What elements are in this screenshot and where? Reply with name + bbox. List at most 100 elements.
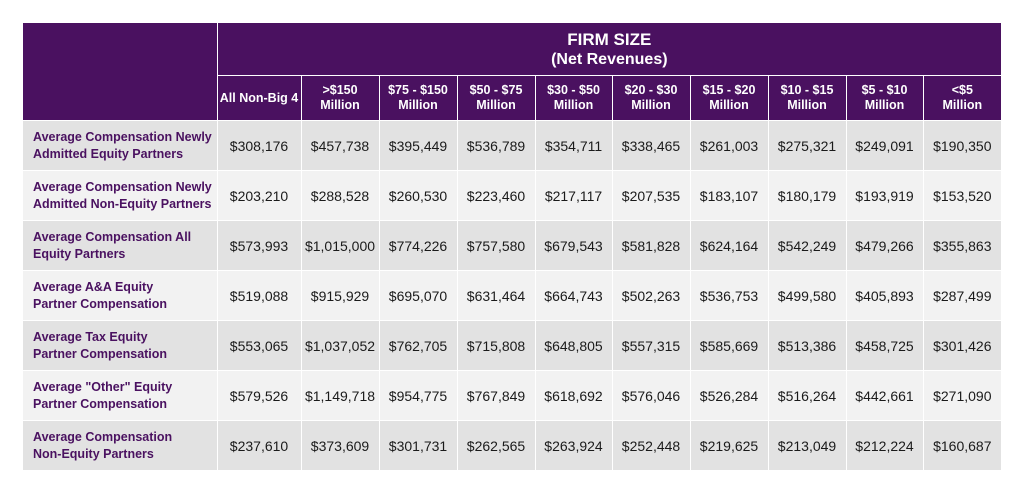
- row-label: Average Compensation Non-Equity Partners: [23, 420, 218, 470]
- column-header-line2: Million: [553, 98, 594, 112]
- column-header-line2: Million: [476, 98, 516, 112]
- value-cell: $190,350: [922, 120, 1002, 171]
- value-cell: $1,037,052: [300, 320, 379, 371]
- column-header-line2: Million: [398, 98, 438, 112]
- row-label: Average Compensation All Equity Partners: [23, 220, 218, 271]
- table-body: Average Compensation Newly Admitted Equit…: [23, 120, 1002, 470]
- column-header-line1: $20 - $30: [624, 83, 678, 97]
- value-cell: $553,065: [216, 320, 301, 371]
- value-cell: $263,924: [534, 420, 612, 470]
- value-cell: $180,179: [767, 170, 846, 221]
- value-cell: $183,107: [689, 170, 768, 221]
- row-label-line2: Admitted Equity Partners: [33, 146, 184, 161]
- value-cell: $499,580: [767, 270, 846, 321]
- column-header-line2: Million: [864, 98, 905, 112]
- value-cell: $153,520: [922, 170, 1002, 221]
- column-header: $10 - $15 Million: [767, 75, 846, 121]
- table-corner-cell: [23, 23, 218, 121]
- row-label: Average Compensation Newly Admitted Non-E…: [23, 170, 218, 221]
- value-cell: $262,565: [456, 420, 535, 470]
- column-header-line2: Million: [787, 98, 827, 112]
- column-header: $50 - $75 Million: [456, 75, 535, 121]
- value-cell: $338,465: [611, 120, 690, 171]
- value-cell: $774,226: [378, 220, 457, 271]
- value-cell: $631,464: [456, 270, 535, 321]
- value-cell: $1,015,000: [300, 220, 379, 271]
- row-label-line1: Average Compensation Newly: [33, 129, 212, 144]
- value-cell: $213,049: [767, 420, 846, 470]
- row-label: Average Tax Equity Partner Compensation: [23, 320, 218, 371]
- column-header: $30 - $50 Million: [534, 75, 612, 121]
- value-cell: $536,789: [456, 120, 535, 171]
- column-header-line2: Million: [942, 98, 983, 112]
- column-header: <$5 Million: [922, 75, 1002, 121]
- column-header-line1: All Non-Big 4: [219, 90, 299, 105]
- row-label: Average "Other" Equity Partner Compensati…: [23, 370, 218, 421]
- value-cell: $757,580: [456, 220, 535, 271]
- table-row: Average Compensation Newly Admitted Equit…: [23, 120, 1002, 171]
- value-cell: $679,543: [534, 220, 612, 271]
- value-cell: $354,711: [534, 120, 612, 171]
- value-cell: $762,705: [378, 320, 457, 371]
- column-header-line1: $75 - $150: [388, 83, 448, 97]
- value-cell: $915,929: [300, 270, 379, 321]
- value-cell: $249,091: [845, 120, 923, 171]
- value-cell: $193,919: [845, 170, 923, 221]
- value-cell: $275,321: [767, 120, 846, 171]
- value-cell: $207,535: [611, 170, 690, 221]
- row-label-line2: Partner Compensation: [33, 346, 168, 361]
- column-header-line1: $15 - $20: [702, 83, 756, 97]
- value-cell: $519,088: [216, 270, 301, 321]
- value-cell: $557,315: [611, 320, 690, 371]
- value-cell: $287,499: [922, 270, 1002, 321]
- value-cell: $458,725: [845, 320, 923, 371]
- value-cell: $237,610: [216, 420, 301, 470]
- value-cell: $260,530: [378, 170, 457, 221]
- column-header-line1: $50 - $75: [469, 83, 523, 97]
- row-label-line1: Average "Other" Equity: [33, 379, 173, 394]
- value-cell: $954,775: [378, 370, 457, 421]
- column-header: All Non-Big 4: [217, 75, 301, 121]
- chart-subtitle: (Net Revenues): [551, 50, 668, 68]
- value-cell: $355,863: [922, 220, 1002, 271]
- value-cell: $442,661: [845, 370, 923, 421]
- value-cell: $252,448: [611, 420, 690, 470]
- value-cell: $695,070: [378, 270, 457, 321]
- firm-size-table-container: FIRM SIZE (Net Revenues) All Non-Big 4 >$…: [23, 23, 1002, 470]
- column-header-line1: <$5: [951, 83, 973, 97]
- value-cell: $160,687: [922, 420, 1002, 470]
- table-row: Average Compensation All Equity Partners $…: [23, 220, 1002, 271]
- value-cell: $767,849: [456, 370, 535, 421]
- row-label-line2: Partner Compensation: [33, 396, 168, 411]
- value-cell: $203,210: [216, 170, 301, 221]
- row-label-line2: Equity Partners: [33, 246, 126, 261]
- value-cell: $301,426: [922, 320, 1002, 371]
- value-cell: $664,743: [534, 270, 612, 321]
- column-header: $75 - $150 Million: [378, 75, 457, 121]
- value-cell: $212,224: [845, 420, 923, 470]
- row-label-line1: Average A&A Equity: [33, 279, 154, 294]
- value-cell: $573,993: [216, 220, 301, 271]
- value-cell: $301,731: [378, 420, 457, 470]
- value-cell: $219,625: [689, 420, 768, 470]
- value-cell: $579,526: [216, 370, 301, 421]
- column-header-line1: >$150: [322, 83, 358, 97]
- chart-title: FIRM SIZE: [567, 29, 652, 49]
- row-label-line1: Average Compensation Newly: [33, 179, 212, 194]
- row-label-line2: Non-Equity Partners: [33, 446, 154, 461]
- table-row: Average "Other" Equity Partner Compensati…: [23, 370, 1002, 421]
- table-row: Average Tax Equity Partner Compensation $5…: [23, 320, 1002, 371]
- compensation-table: FIRM SIZE (Net Revenues) All Non-Big 4 >$…: [23, 23, 1002, 470]
- column-header-line1: $5 - $10: [861, 83, 908, 97]
- row-label-line1: Average Compensation All: [33, 229, 192, 244]
- value-cell: $457,738: [300, 120, 379, 171]
- table-row: Average A&A Equity Partner Compensation $5…: [23, 270, 1002, 321]
- column-header-line2: Million: [631, 98, 671, 112]
- value-cell: $308,176: [216, 120, 301, 171]
- value-cell: $1,149,718: [300, 370, 379, 421]
- value-cell: $479,266: [845, 220, 923, 271]
- firm-size-banner: FIRM SIZE (Net Revenues): [217, 23, 1002, 76]
- row-label-line1: Average Compensation: [33, 429, 173, 444]
- value-cell: $373,609: [300, 420, 379, 470]
- column-header-row: All Non-Big 4 >$150 Million $75 - $150 Milli…: [23, 75, 1002, 121]
